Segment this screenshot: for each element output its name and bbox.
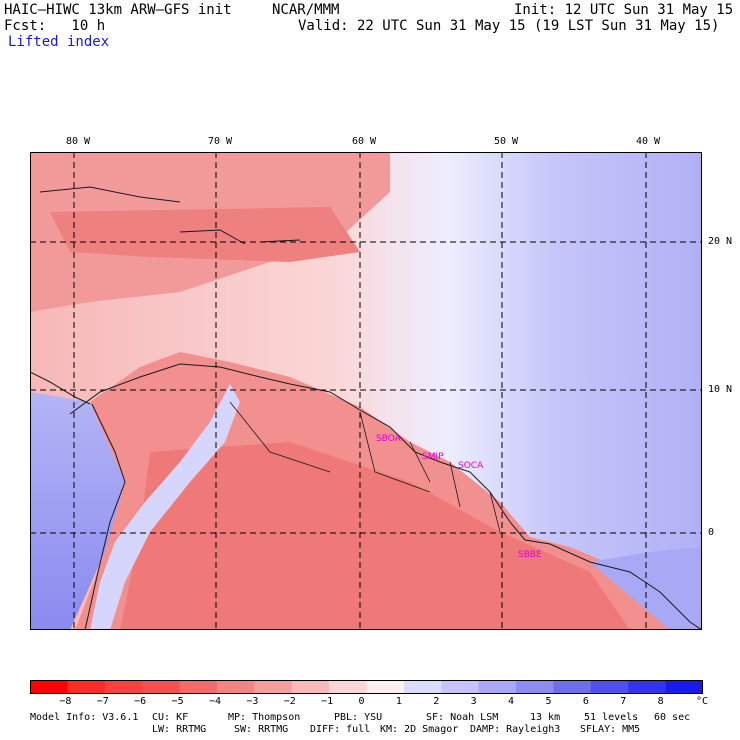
colorbar-swatch	[142, 680, 181, 694]
colorbar-swatch	[553, 680, 592, 694]
colorbar-swatch	[329, 680, 367, 694]
colorbar-tick-label: −5	[171, 696, 184, 707]
colorbar-border	[30, 680, 703, 694]
colorbar-tick-label: −1	[321, 696, 334, 707]
colorbar-swatch	[366, 680, 405, 694]
colorbar-tick-label: 2	[433, 696, 440, 707]
init-time: Init: 12 UTC Sun 31 May 15	[514, 2, 734, 18]
colorbar-tick-label: −2	[283, 696, 296, 707]
antilles-warm-band	[50, 207, 360, 262]
colorbar-swatch	[441, 680, 480, 694]
footer-timestep: 60 sec	[654, 712, 691, 723]
map-border	[30, 152, 702, 630]
colorbar-tick-label: −3	[246, 696, 259, 707]
colorbar-unit: °C	[696, 696, 709, 707]
forecast-hour: Fcst: 10 h	[4, 18, 106, 34]
colorbar-tick-label: 0	[358, 696, 365, 707]
colorbar-swatch	[104, 680, 143, 694]
colorbar-tick-label: 3	[470, 696, 477, 707]
station-label-sboa: SBOA	[376, 434, 402, 444]
lon-label-70w: 70 W	[208, 136, 233, 147]
border-lines	[229, 401, 501, 533]
colorbar-swatch	[628, 680, 667, 694]
colorbar-tick-label: −8	[59, 696, 72, 707]
colorbar-swatch	[590, 680, 629, 694]
model-title: HAIC–HIWC 13km ARW–GFS init	[4, 2, 232, 18]
footer-km: KM: 2D Smagor	[380, 724, 459, 735]
footer-surface-layer: SFLAY: MM5	[580, 724, 641, 735]
footer-diffusion: DIFF: full	[310, 724, 371, 735]
footer-pbl: PBL: YSU	[334, 712, 383, 723]
colorbar-tick-label: −6	[134, 696, 147, 707]
colorbar-tick-label: 4	[508, 696, 515, 707]
station-label-soca: SOCA	[458, 461, 484, 471]
lat-label-10n: 10 N	[708, 384, 733, 395]
lat-label-20n: 20 N	[708, 236, 733, 247]
station-label-sbbe: SBBE	[518, 550, 542, 560]
footer-levels: 51 levels	[584, 712, 639, 723]
colorbar-swatch	[179, 680, 218, 694]
footer-resolution: 13 km	[530, 712, 561, 723]
footer-shortwave: SW: RRTMG	[234, 724, 289, 735]
station-label-smjp: SMJP	[422, 452, 444, 462]
footer-cumulus: CU: KF	[152, 712, 189, 723]
organization-label: NCAR/MMM	[272, 2, 340, 18]
colorbar	[30, 680, 703, 694]
field-name: Lifted index	[8, 34, 110, 50]
south-atlantic-cool	[590, 547, 702, 630]
coastline-cuba	[39, 186, 181, 203]
coastline-puerto-rico	[259, 239, 301, 243]
coastline-south-america	[69, 363, 702, 630]
valid-time: Valid: 22 UTC Sun 31 May 15 (19 LST Sun …	[298, 18, 720, 34]
coastline-pacific	[84, 403, 126, 630]
colorbar-swatch	[403, 680, 442, 694]
lat-label-0: 0	[708, 527, 715, 538]
footer-damping: DAMP: Rayleigh3	[470, 724, 561, 735]
colorbar-swatch	[216, 680, 255, 694]
colorbar-swatch	[291, 680, 330, 694]
footer-surface: SF: Noah LSM	[426, 712, 499, 723]
colorbar-tick-label: 8	[657, 696, 664, 707]
footer-microphysics: MP: Thompson	[228, 712, 301, 723]
colorbar-tick-label: −4	[208, 696, 221, 707]
colorbar-tick-label: −7	[96, 696, 109, 707]
colorbar-tick-label: 5	[545, 696, 552, 707]
colorbar-swatch	[478, 680, 517, 694]
lon-label-60w: 60 W	[352, 136, 377, 147]
colorbar-tick-label: 7	[620, 696, 627, 707]
lon-label-80w: 80 W	[66, 136, 91, 147]
andes-cool-ridge	[90, 384, 240, 630]
colorbar-tick-label: 6	[582, 696, 589, 707]
colorbar-tick-label: 1	[395, 696, 402, 707]
lifted-index-map: SBOA SMJP SOCA SBBE	[30, 152, 702, 630]
colorbar-swatch	[254, 680, 293, 694]
lon-label-40w: 40 W	[636, 136, 661, 147]
colorbar-swatch	[516, 680, 554, 694]
colorbar-swatch	[30, 680, 68, 694]
lon-label-50w: 50 W	[494, 136, 519, 147]
coastline-hispaniola	[179, 229, 246, 245]
footer-longwave: LW: RRTMG	[152, 724, 207, 735]
colorbar-swatch	[665, 680, 703, 694]
pacific-cool-area	[30, 392, 125, 630]
footer-model-info: Model Info: V3.6.1	[30, 712, 139, 723]
colorbar-swatch	[67, 680, 106, 694]
